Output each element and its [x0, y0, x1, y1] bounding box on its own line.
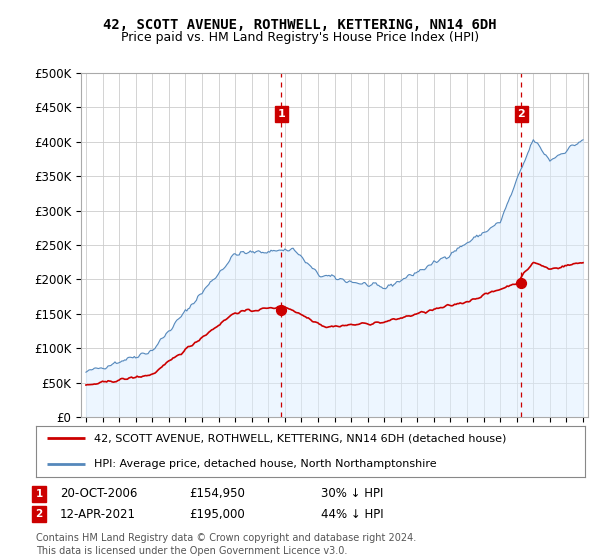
Text: 44% ↓ HPI: 44% ↓ HPI: [321, 507, 383, 521]
Text: 2: 2: [518, 109, 525, 119]
Text: 20-OCT-2006: 20-OCT-2006: [60, 487, 137, 501]
Text: 42, SCOTT AVENUE, ROTHWELL, KETTERING, NN14 6DH (detached house): 42, SCOTT AVENUE, ROTHWELL, KETTERING, N…: [94, 433, 506, 444]
Text: Price paid vs. HM Land Registry's House Price Index (HPI): Price paid vs. HM Land Registry's House …: [121, 31, 479, 44]
Text: 30% ↓ HPI: 30% ↓ HPI: [321, 487, 383, 501]
Text: £195,000: £195,000: [189, 507, 245, 521]
Text: £154,950: £154,950: [189, 487, 245, 501]
Text: 2: 2: [35, 509, 43, 519]
Text: 1: 1: [35, 489, 43, 499]
Text: 12-APR-2021: 12-APR-2021: [60, 507, 136, 521]
Text: 1: 1: [278, 109, 286, 119]
Text: HPI: Average price, detached house, North Northamptonshire: HPI: Average price, detached house, Nort…: [94, 459, 436, 469]
Text: 42, SCOTT AVENUE, ROTHWELL, KETTERING, NN14 6DH: 42, SCOTT AVENUE, ROTHWELL, KETTERING, N…: [103, 18, 497, 32]
Point: [277, 306, 286, 315]
Text: Contains HM Land Registry data © Crown copyright and database right 2024.
This d: Contains HM Land Registry data © Crown c…: [36, 533, 416, 556]
Point: [517, 278, 526, 287]
